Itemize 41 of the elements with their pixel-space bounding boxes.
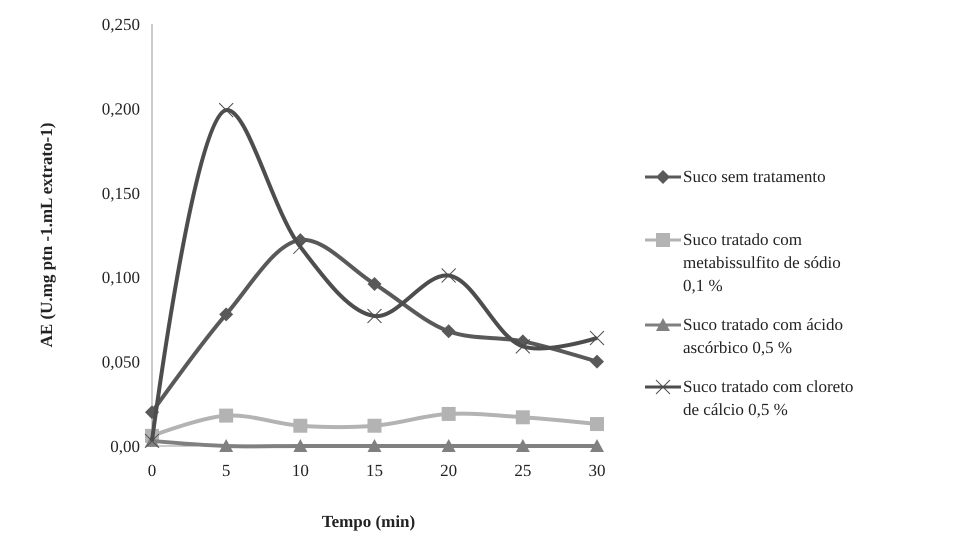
y-tick-label: 0,250 [102,15,140,34]
point [219,408,234,423]
point [219,439,234,452]
point [442,406,456,421]
point [219,307,234,322]
legend-label: Suco tratado com metabissulfito de sódio 0,1 % [683,230,841,295]
x-tick-label: 5 [222,461,230,480]
x-axis-title: Tempo (min) [322,512,416,531]
point [442,439,456,452]
point [293,439,308,452]
x-tick-label: 25 [514,461,532,480]
point [292,239,308,254]
legend-label: Suco tratado com ácido ascórbico 0,5 % [683,315,844,357]
point [590,417,604,432]
x-tick-label: 30 [588,461,606,480]
point [368,439,382,452]
point [441,268,456,284]
y-axis-title: AE (U.mg ptn -1.mL extrato-1) [37,122,56,348]
x-tick-label: 0 [148,461,156,480]
y-tick-label: 0,050 [102,352,140,372]
point [442,324,456,338]
point [218,102,234,118]
point [293,418,308,433]
point [590,439,604,452]
legend-label: Suco sem tratamento [683,167,826,186]
point [516,439,530,452]
x-tick-label: 15 [366,461,383,480]
x-tick-label: 20 [440,461,458,480]
point [367,308,382,324]
y-tick-label: 0,200 [102,99,140,118]
point [590,330,604,346]
point [590,354,604,369]
legend-label: Suco tratado com cloreto de cálcio 0,5 % [683,377,854,419]
point [368,276,382,291]
x-tick-label: 10 [292,461,309,480]
y-tick-label: 0,100 [102,268,140,288]
point [515,338,530,354]
y-tick-label: 0,150 [102,184,140,203]
point [368,418,382,433]
point [516,410,530,424]
y-tick-label: 0,00 [110,437,140,456]
